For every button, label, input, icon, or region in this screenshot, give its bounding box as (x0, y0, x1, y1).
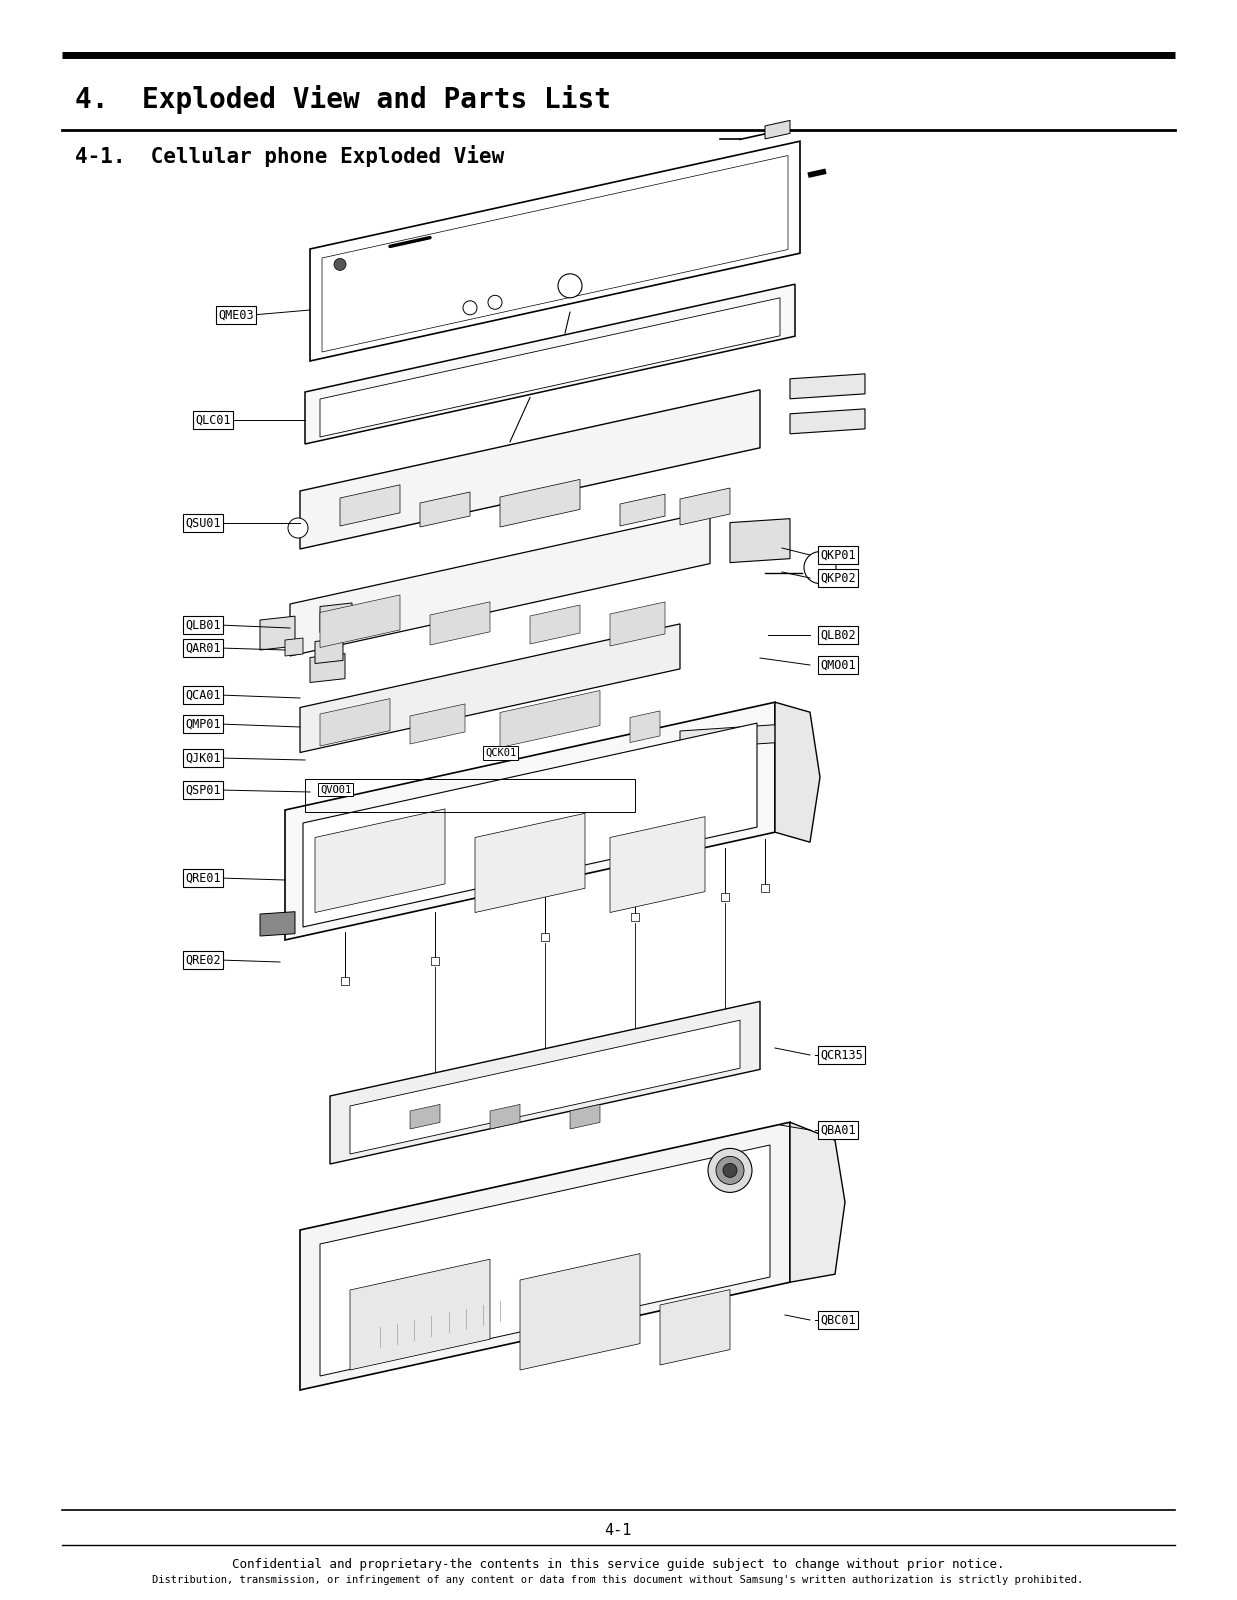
Polygon shape (315, 638, 343, 664)
Text: QLC01: QLC01 (195, 413, 230, 427)
Bar (761, 885, 769, 893)
Text: QCK01: QCK01 (485, 749, 516, 758)
Text: QJK01: QJK01 (186, 752, 220, 765)
Text: Confidential and proprietary-the contents in this service guide subject to chang: Confidential and proprietary-the content… (231, 1558, 1004, 1571)
Bar (541, 933, 549, 941)
Circle shape (288, 518, 308, 538)
Circle shape (489, 296, 502, 309)
Circle shape (463, 301, 477, 315)
Polygon shape (350, 1021, 740, 1154)
Polygon shape (320, 595, 400, 648)
Bar (430, 957, 439, 965)
Polygon shape (500, 691, 600, 747)
Polygon shape (315, 810, 445, 912)
Polygon shape (322, 155, 788, 352)
Text: 4-1: 4-1 (605, 1523, 632, 1538)
Text: QAR01: QAR01 (186, 642, 220, 654)
Polygon shape (764, 120, 790, 139)
Text: 4.  Exploded View and Parts List: 4. Exploded View and Parts List (75, 85, 611, 114)
Polygon shape (610, 816, 705, 912)
Polygon shape (529, 605, 580, 643)
Polygon shape (260, 912, 294, 936)
Polygon shape (790, 410, 865, 434)
Bar (341, 976, 349, 986)
Polygon shape (320, 603, 353, 632)
Polygon shape (500, 480, 580, 526)
Text: QKP01: QKP01 (820, 549, 856, 562)
Text: QRE01: QRE01 (186, 872, 220, 885)
Polygon shape (320, 699, 390, 746)
Text: Distribution, transmission, or infringement of any content or data from this doc: Distribution, transmission, or infringem… (152, 1574, 1084, 1586)
Text: QCA01: QCA01 (186, 688, 220, 701)
Polygon shape (661, 1290, 730, 1365)
Text: QMP01: QMP01 (186, 717, 220, 731)
Polygon shape (301, 390, 760, 549)
Circle shape (558, 274, 581, 298)
Polygon shape (630, 710, 661, 742)
Polygon shape (350, 1259, 490, 1370)
Polygon shape (421, 493, 470, 526)
Circle shape (334, 259, 346, 270)
Polygon shape (301, 624, 680, 752)
Circle shape (716, 1157, 743, 1184)
Polygon shape (475, 813, 585, 912)
Polygon shape (570, 1104, 600, 1130)
Polygon shape (289, 512, 710, 656)
Circle shape (722, 1163, 737, 1178)
Text: QCR135: QCR135 (820, 1048, 862, 1061)
Text: QSU01: QSU01 (186, 517, 220, 530)
Polygon shape (776, 702, 820, 842)
Text: QLB02: QLB02 (820, 629, 856, 642)
Polygon shape (409, 1104, 440, 1130)
Polygon shape (285, 638, 303, 656)
Polygon shape (409, 704, 465, 744)
Polygon shape (680, 488, 730, 525)
Polygon shape (430, 602, 490, 645)
Circle shape (708, 1149, 752, 1192)
Polygon shape (310, 654, 345, 683)
Text: QKP02: QKP02 (820, 571, 856, 584)
Text: QBC01: QBC01 (820, 1314, 856, 1326)
Polygon shape (610, 602, 666, 646)
Polygon shape (320, 298, 781, 437)
Polygon shape (260, 616, 294, 650)
Polygon shape (330, 1002, 760, 1165)
Text: QMO01: QMO01 (820, 659, 856, 672)
Polygon shape (520, 1254, 640, 1370)
Text: 4-1.  Cellular phone Exploded View: 4-1. Cellular phone Exploded View (75, 146, 505, 166)
Polygon shape (620, 494, 666, 526)
Polygon shape (306, 285, 795, 443)
Text: QRE02: QRE02 (186, 954, 220, 966)
Circle shape (804, 552, 836, 584)
Text: QBA01: QBA01 (820, 1123, 856, 1136)
Polygon shape (340, 485, 400, 526)
Polygon shape (490, 1104, 520, 1130)
Polygon shape (680, 725, 781, 749)
Text: QLB01: QLB01 (186, 619, 220, 632)
Polygon shape (790, 1122, 845, 1282)
Bar (721, 893, 729, 901)
Bar (631, 914, 640, 922)
Polygon shape (320, 1146, 769, 1376)
Text: QVO01: QVO01 (320, 784, 351, 794)
Text: QSP01: QSP01 (186, 784, 220, 797)
Polygon shape (790, 374, 865, 398)
Polygon shape (285, 702, 776, 939)
Text: QME03: QME03 (218, 309, 254, 322)
Polygon shape (303, 723, 757, 926)
Polygon shape (301, 1122, 790, 1390)
Polygon shape (310, 141, 800, 362)
Polygon shape (730, 518, 790, 563)
